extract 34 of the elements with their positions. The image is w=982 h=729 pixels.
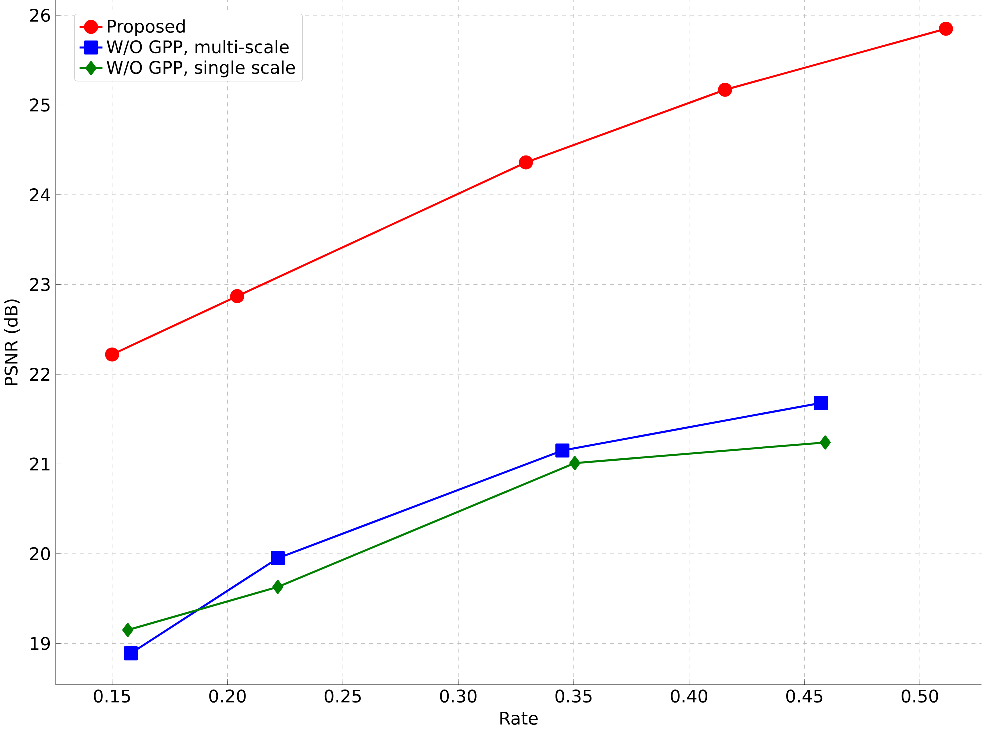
legend-label: W/O GPP, single scale <box>106 60 296 78</box>
x-tick-label: 0.45 <box>786 689 823 703</box>
point <box>272 580 284 594</box>
x-tick-label: 0.25 <box>324 689 361 703</box>
x-tick-label: 0.15 <box>94 689 130 703</box>
y-tick-label: 24 <box>30 188 50 202</box>
point <box>939 22 954 36</box>
point <box>820 435 832 450</box>
x-tick-label: 0.35 <box>556 689 592 703</box>
x-tick-label: 0.30 <box>440 689 477 703</box>
x-tick-label: 0.40 <box>671 689 708 703</box>
y-tick-label: 19 <box>31 636 50 650</box>
point <box>814 396 828 410</box>
point <box>718 82 732 97</box>
y-tick-label: 26 <box>30 8 50 22</box>
point <box>122 622 134 638</box>
point <box>271 551 286 566</box>
legend-label: Proposed <box>108 19 185 36</box>
y-tick-label: 22 <box>30 368 50 381</box>
y-tick-label: 25 <box>30 98 50 112</box>
point <box>105 347 120 362</box>
point <box>519 155 534 170</box>
legend-label: W/O GPP, multi-scale <box>106 40 289 56</box>
point <box>556 444 570 458</box>
y-axis-title: PSNR (dB) <box>4 300 20 386</box>
point <box>124 646 138 660</box>
y-tick-label: 21 <box>30 458 50 470</box>
point <box>570 456 581 470</box>
point <box>230 289 244 304</box>
y-tick-label: 20 <box>30 547 50 560</box>
y-tick-label: 23 <box>30 278 50 292</box>
x-tick-label: 0.50 <box>902 689 938 703</box>
x-axis-title: Rate <box>500 712 538 725</box>
x-tick-label: 0.20 <box>210 689 246 703</box>
